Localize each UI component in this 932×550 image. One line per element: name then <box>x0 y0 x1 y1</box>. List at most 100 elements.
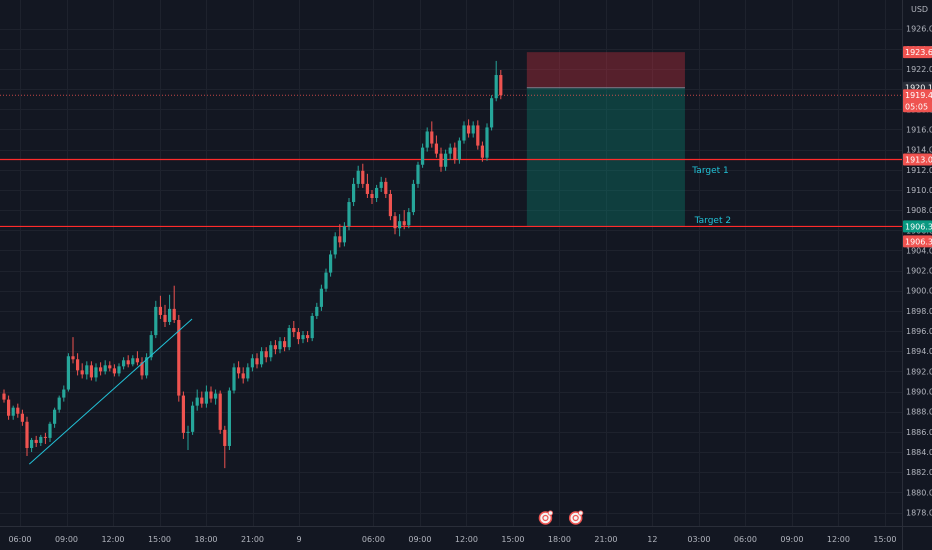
time-tick-label: 18:00 <box>548 535 571 544</box>
candle-body <box>112 368 116 374</box>
candle-body <box>223 429 227 446</box>
candle-body <box>177 319 181 396</box>
candle-body <box>273 345 277 350</box>
candle-body <box>76 359 80 371</box>
time-tick-label: 09:00 <box>408 535 431 544</box>
candle-body <box>181 395 185 433</box>
candle-body <box>310 315 314 339</box>
trendline-segment[interactable] <box>28 318 193 465</box>
candle-body <box>204 391 208 404</box>
candle-body <box>25 421 29 448</box>
time-tick-label: 15:00 <box>873 535 896 544</box>
time-tick-label: 06:00 <box>8 535 31 544</box>
candle-body <box>66 356 70 390</box>
candle-body <box>347 202 351 227</box>
time-tick-label: 12:00 <box>455 535 478 544</box>
price-tick-label: 1898.00 <box>906 307 932 316</box>
price-tick-label: 1904.00 <box>906 246 932 255</box>
candle-body <box>434 143 438 154</box>
candle-body <box>2 393 6 400</box>
candle-body <box>342 226 346 243</box>
candle-body <box>131 358 135 365</box>
annotation-label: Target 2 <box>694 216 731 226</box>
candle-body <box>283 341 287 348</box>
candle-body <box>494 75 498 99</box>
candle-body <box>108 365 112 369</box>
price-badge-label: 1913.02 <box>905 155 932 164</box>
candle-body <box>214 393 218 399</box>
price-tick-label: 1922.00 <box>906 65 932 74</box>
candle-body <box>411 183 415 213</box>
price-tick-label: 1878.00 <box>906 509 932 518</box>
candle-body <box>499 75 503 96</box>
trendline[interactable] <box>28 318 193 465</box>
price-tick-label: 1886.00 <box>906 428 932 437</box>
candle-body <box>34 439 38 443</box>
position-tool[interactable] <box>526 52 685 227</box>
event-marker-badge <box>578 510 584 516</box>
candle-body <box>393 216 397 229</box>
take-profit-zone[interactable] <box>526 87 685 227</box>
price-tick-label: 1896.00 <box>906 327 932 336</box>
price-tick-label: 1888.00 <box>906 408 932 417</box>
candle-body <box>416 164 420 184</box>
candle-body <box>145 357 149 376</box>
candles <box>2 60 503 469</box>
candle-body <box>71 356 75 360</box>
time-tick-label: 03:00 <box>687 535 710 544</box>
candle-body <box>241 373 245 379</box>
price-tick-label: 1902.00 <box>906 267 932 276</box>
price-tick-label: 1910.00 <box>906 186 932 195</box>
horizontal-lines[interactable] <box>0 94 902 228</box>
candle-body <box>250 358 254 368</box>
price-badge-label: 1906.38 <box>905 222 932 231</box>
candle-body <box>186 431 190 433</box>
price-badge <box>903 46 932 59</box>
candle-body <box>140 362 144 376</box>
price-badge <box>903 220 932 233</box>
candle-body <box>237 367 241 374</box>
candle-body <box>471 125 475 134</box>
candle-body <box>195 397 199 406</box>
candle-body <box>264 351 268 358</box>
candle-body <box>365 183 369 194</box>
candle-body <box>218 393 222 430</box>
candle-body <box>232 367 236 391</box>
stop-loss-zone[interactable] <box>526 52 685 88</box>
event-marker-icon[interactable] <box>538 511 553 525</box>
candle-body <box>7 399 11 416</box>
candle-body <box>200 397 204 404</box>
time-tick-label: 15:00 <box>148 535 171 544</box>
event-markers[interactable] <box>538 510 584 525</box>
candle-body <box>329 254 333 273</box>
price-badges: 1923.67 1920.141919.40 05:05 1913.02 1906.38… <box>903 46 932 248</box>
candle-body <box>149 335 153 358</box>
candle-body <box>57 397 61 410</box>
candle-body <box>462 125 466 141</box>
candle-body <box>292 328 296 333</box>
candle-body <box>227 390 231 446</box>
candle-body <box>85 365 89 375</box>
candle-body <box>361 170 365 184</box>
candle-body <box>94 367 98 378</box>
candle-body <box>425 131 429 148</box>
time-axis[interactable]: 06:00 09:00 12:00 15:00 18:00 21:00 9 06:00 09:0… <box>8 535 896 544</box>
candle-body <box>278 341 282 350</box>
time-tick-label: 09:00 <box>55 535 78 544</box>
annotation-label: Target 1 <box>691 166 728 176</box>
candle-body <box>319 288 323 307</box>
price-axis[interactable]: 1878.00 1880.00 1882.00 1884.00 1886.00 1888.… <box>906 25 932 518</box>
time-tick-label: 18:00 <box>194 535 217 544</box>
time-tick-label: 09:00 <box>780 535 803 544</box>
price-tick-label: 1908.00 <box>906 206 932 215</box>
candle-body <box>39 436 43 443</box>
candle-body <box>352 183 356 203</box>
price-tick-label: 1916.00 <box>906 125 932 134</box>
time-tick-label: 9 <box>296 535 301 544</box>
price-badge-label: 1920.14 <box>905 84 932 93</box>
price-tick-label: 1894.00 <box>906 347 932 356</box>
event-marker-icon[interactable] <box>568 511 583 525</box>
time-tick-label: 15:00 <box>501 535 524 544</box>
currency-label: USD <box>911 5 928 14</box>
